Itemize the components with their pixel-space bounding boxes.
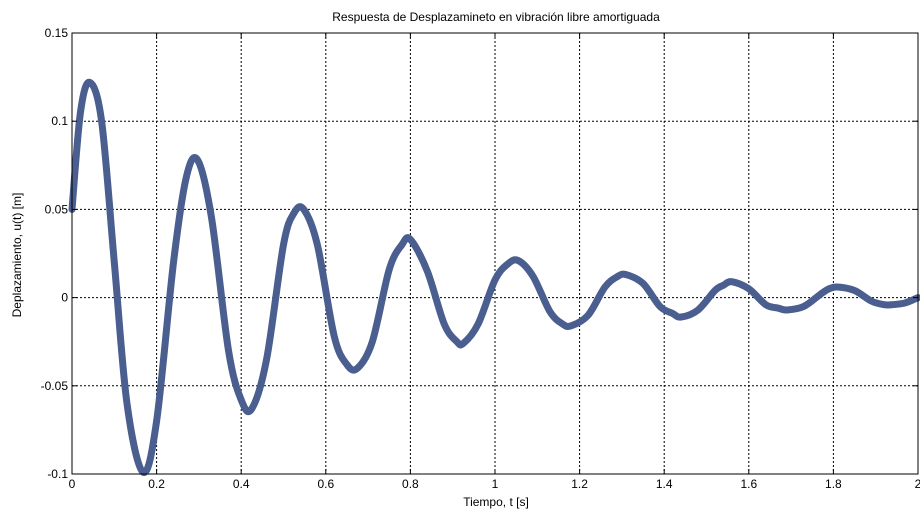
ticks <box>71 32 919 475</box>
x-tick-label: 2 <box>915 477 920 491</box>
x-tick-label: 0.2 <box>148 477 165 491</box>
x-tick-label: 1.4 <box>656 477 673 491</box>
x-tick-label: 1.6 <box>740 477 757 491</box>
series-line <box>68 78 920 476</box>
chart-title: Respuesta de Desplazamineto en vibración… <box>332 10 660 24</box>
y-tick-label: 0.1 <box>51 114 68 128</box>
y-axis-label: Deplazamiento, u(t) [m] <box>10 193 24 318</box>
tick-labels: 0 0.2 0.4 0.6 0.8 1 1.2 1.4 1.6 1.8 2 -0.1 -0.05 0 0.0… <box>41 26 920 491</box>
x-tick-label: 1 <box>492 477 499 491</box>
x-axis-label: Tiempo, t [s] <box>463 495 529 509</box>
x-tick-label: 0.4 <box>233 477 250 491</box>
x-tick-label: 1.8 <box>825 477 842 491</box>
y-tick-label: 0 <box>61 291 68 305</box>
y-tick-label: 0.05 <box>45 202 69 216</box>
x-tick-label: 0.6 <box>317 477 334 491</box>
y-tick-label: 0.15 <box>45 26 69 40</box>
x-tick-label: 0.8 <box>402 477 419 491</box>
x-tick-label: 1.2 <box>571 477 588 491</box>
y-tick-label: -0.1 <box>47 467 68 481</box>
y-tick-label: -0.05 <box>41 379 69 393</box>
series-layer <box>68 78 920 476</box>
grid <box>72 33 918 474</box>
x-tick-label: 0 <box>69 477 76 491</box>
